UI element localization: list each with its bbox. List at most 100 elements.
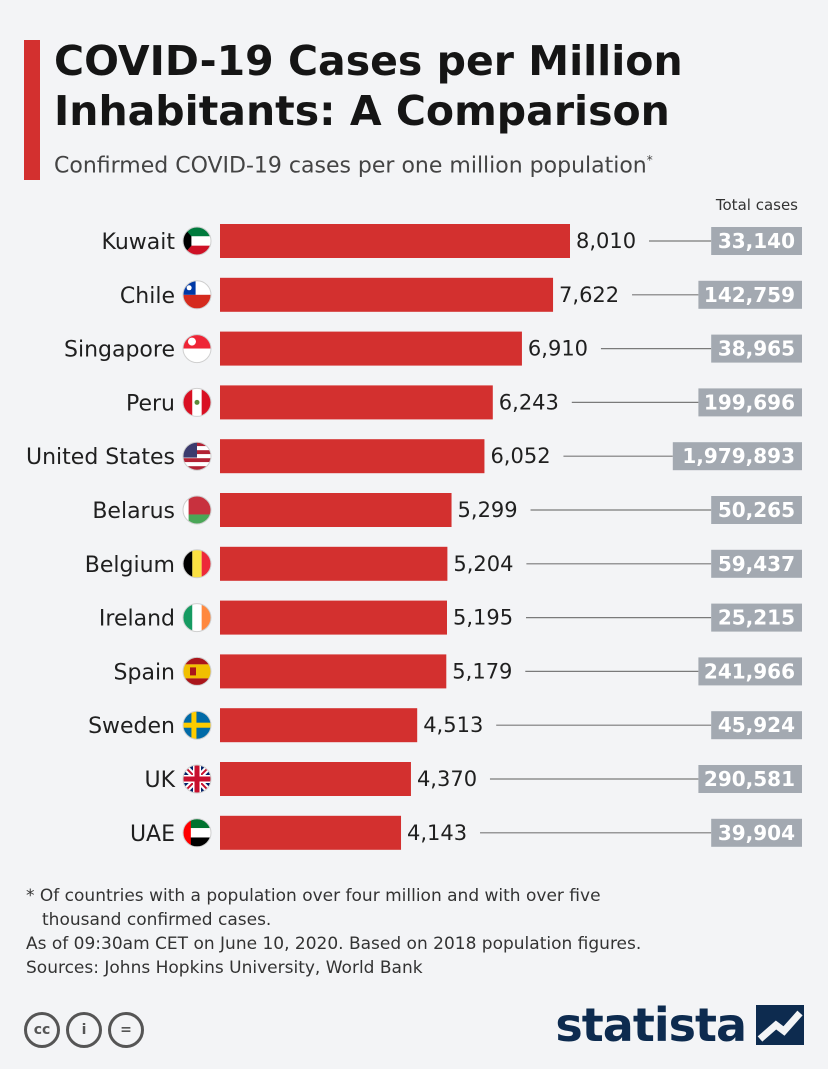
total-cases-value: 241,966 <box>704 659 795 683</box>
total-cases-value: 59,437 <box>718 552 795 576</box>
chart-row: Spain 5,179 241,966 <box>114 654 802 689</box>
category-label: Spain <box>114 660 175 685</box>
footnote-line-3: As of 09:30am CET on June 10, 2020. Base… <box>26 934 642 954</box>
title-line-1: COVID-19 Cases per Million <box>54 37 683 85</box>
total-cases-value: 1,979,893 <box>682 444 795 468</box>
total-cases-value: 290,581 <box>704 767 795 791</box>
chart-row: Peru 6,243 199,696 <box>126 385 802 420</box>
title-line-2: Inhabitants: A Comparison <box>54 87 670 135</box>
value-label: 4,370 <box>417 767 477 791</box>
bar <box>220 439 485 474</box>
singapore-flag-icon <box>182 334 212 364</box>
chart-row: Kuwait 8,010 33,140 <box>102 224 802 258</box>
bar <box>220 654 447 689</box>
value-label: 5,204 <box>453 552 513 576</box>
value-label: 5,299 <box>458 498 518 522</box>
total-cases-header: Total cases <box>715 196 798 214</box>
brand[interactable]: statista <box>555 998 804 1052</box>
footnote-line-2: thousand confirmed cases. <box>42 910 272 930</box>
bar <box>220 493 452 527</box>
belarus-flag-icon <box>182 495 212 525</box>
bar <box>220 546 448 581</box>
ireland-flag-icon <box>182 603 212 633</box>
total-cases-value: 142,759 <box>704 283 795 307</box>
chart-row: Ireland 5,195 25,215 <box>99 600 802 635</box>
value-label: 5,179 <box>452 659 512 683</box>
sweden-flag-icon <box>182 710 212 740</box>
value-label: 8,010 <box>576 229 636 253</box>
value-label: 4,143 <box>407 821 467 845</box>
category-label: Kuwait <box>102 230 176 255</box>
attribution-icon[interactable]: i <box>66 1012 102 1048</box>
chart-row: Sweden 4,513 45,924 <box>88 708 802 743</box>
category-label: Belarus <box>92 499 175 524</box>
total-cases-box <box>711 711 802 740</box>
total-cases-value: 33,140 <box>718 229 795 253</box>
belgium-flag-icon <box>182 549 212 579</box>
value-label: 4,513 <box>423 713 483 737</box>
category-label: Chile <box>120 284 175 309</box>
total-cases-box <box>698 388 802 417</box>
total-cases-box <box>711 227 802 255</box>
value-label: 7,622 <box>559 283 619 307</box>
brand-name: statista <box>555 998 747 1052</box>
bar <box>220 385 493 420</box>
total-cases-box <box>698 280 802 309</box>
bar <box>220 331 522 366</box>
category-label: Peru <box>126 391 175 416</box>
value-label: 6,052 <box>490 444 550 468</box>
category-label: Ireland <box>99 607 175 632</box>
subtitle-text: Confirmed COVID-19 cases per one million… <box>54 153 647 179</box>
total-cases-value: 50,265 <box>718 498 795 522</box>
footnote-line-1: * Of countries with a population over fo… <box>26 886 601 906</box>
bar <box>220 224 570 258</box>
cc-icon[interactable]: cc <box>24 1012 60 1048</box>
bar <box>220 762 411 796</box>
page-title: COVID-19 Cases per Million Inhabitants: … <box>54 36 814 136</box>
chart-row: Belgium 5,204 59,437 <box>85 546 802 581</box>
total-cases-value: 39,904 <box>718 821 795 845</box>
peru-flag-icon <box>182 387 212 417</box>
chile-flag-icon <box>182 280 212 310</box>
value-label: 6,910 <box>528 337 588 361</box>
total-cases-value: 199,696 <box>704 390 795 414</box>
bar <box>220 815 402 850</box>
chart-row: Chile 7,622 142,759 <box>120 277 802 312</box>
category-label: Sweden <box>88 714 175 739</box>
total-cases-value: 38,965 <box>718 337 795 361</box>
total-cases-value: 45,924 <box>718 713 795 737</box>
united-states-flag-icon <box>182 441 212 471</box>
category-label: UAE <box>130 822 175 847</box>
total-cases-box <box>698 765 802 793</box>
subtitle-marker: * <box>646 153 653 167</box>
bar <box>220 708 418 743</box>
category-label: Singapore <box>64 338 175 363</box>
chart-row: UAE 4,143 39,904 <box>130 815 802 850</box>
total-cases-box <box>711 334 802 363</box>
total-cases-box <box>711 496 802 524</box>
total-cases-box <box>711 549 802 578</box>
total-cases-box <box>698 657 802 686</box>
license-icons: cc i = <box>24 1012 144 1048</box>
no-derivatives-icon[interactable]: = <box>108 1012 144 1048</box>
chart-row: United States 6,052 1,979,893 <box>26 439 802 474</box>
total-cases-box <box>672 442 802 471</box>
category-label: Belgium <box>85 553 175 578</box>
value-label: 5,195 <box>453 606 513 630</box>
statista-logo-icon <box>756 1005 804 1045</box>
value-label: 6,243 <box>499 390 559 414</box>
bar-chart: Kuwait 8,010 33,140 Chile 7,622 142,759 Singap… <box>26 224 802 850</box>
footnote-line-4: Sources: Johns Hopkins University, World… <box>26 958 423 978</box>
kuwait-flag-icon <box>182 226 212 256</box>
uk-flag-icon <box>182 764 212 794</box>
subtitle: Confirmed COVID-19 cases per one million… <box>54 153 653 178</box>
uae-flag-icon <box>182 818 212 848</box>
total-cases-value: 25,215 <box>718 606 795 630</box>
bar <box>220 277 554 312</box>
chart-row: Belarus 5,299 50,265 <box>92 493 802 527</box>
chart-row: Singapore 6,910 38,965 <box>64 331 802 366</box>
accent-bar <box>24 40 40 180</box>
spain-flag-icon <box>182 656 212 686</box>
total-cases-box <box>711 603 802 632</box>
chart-row: UK 4,370 290,581 <box>144 762 802 796</box>
